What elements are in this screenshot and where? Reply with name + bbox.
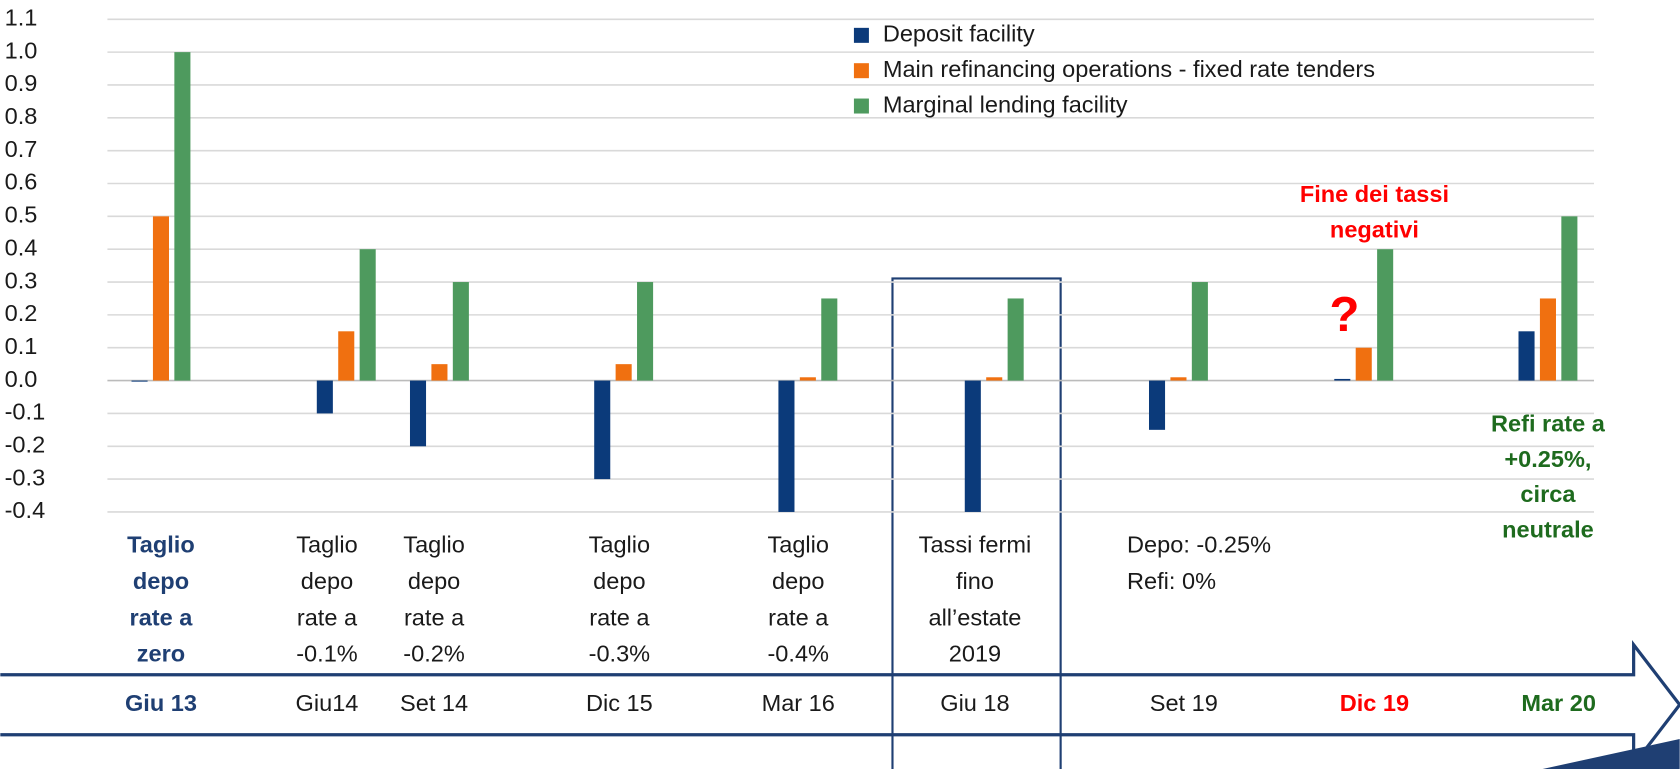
y-tick-label: 1.1 xyxy=(5,4,38,30)
annotation: negativi xyxy=(1330,217,1419,243)
annotation: neutrale xyxy=(1502,516,1594,542)
y-tick-label: -0.4 xyxy=(5,497,46,523)
x-tick-label: Mar 20 xyxy=(1521,690,1596,716)
y-tick-label: 1.0 xyxy=(5,37,38,63)
y-tick-label: 0.6 xyxy=(5,169,38,195)
description: rate a xyxy=(768,604,829,630)
description: Taglio xyxy=(296,531,358,557)
y-tick-label: 0.5 xyxy=(5,202,38,228)
bar xyxy=(174,52,191,381)
bar xyxy=(778,380,795,512)
description: depo xyxy=(408,568,460,594)
description: Taglio xyxy=(767,531,829,557)
bar xyxy=(964,380,981,512)
legend-label: Main refinancing operations - fixed rate… xyxy=(883,56,1375,82)
description: rate a xyxy=(404,604,465,630)
x-tick-label: Giu14 xyxy=(296,690,359,716)
description: zero xyxy=(137,641,185,667)
legend-swatch xyxy=(853,98,869,114)
x-tick-label: Set 19 xyxy=(1150,690,1218,716)
bar xyxy=(615,364,632,381)
y-tick-label: -0.3 xyxy=(5,464,46,490)
bar xyxy=(452,282,469,381)
description: -0.4% xyxy=(767,641,829,667)
bar xyxy=(1355,347,1372,381)
bar xyxy=(131,380,148,382)
x-tick-label: Giu 18 xyxy=(940,690,1009,716)
bar xyxy=(799,377,816,381)
bar xyxy=(1518,331,1535,381)
description: all’estate xyxy=(928,604,1021,630)
bar xyxy=(152,216,169,381)
bar xyxy=(1561,216,1578,381)
description: Tassi fermi xyxy=(919,531,1032,557)
bar xyxy=(1191,282,1208,381)
bar xyxy=(821,298,838,381)
bar xyxy=(409,380,427,447)
y-tick-label: 0.9 xyxy=(5,70,38,96)
description: Taglio xyxy=(589,531,651,557)
bar xyxy=(338,331,355,381)
x-tick-label: Giu 13 xyxy=(125,690,197,716)
bar xyxy=(431,364,448,381)
description: -0.3% xyxy=(589,641,651,667)
bar xyxy=(594,380,611,480)
y-tick-label: 0.4 xyxy=(5,234,38,260)
y-tick-label: -0.1 xyxy=(5,399,46,425)
x-tick-label: Set 14 xyxy=(400,690,468,716)
description: Taglio xyxy=(403,531,465,557)
description: depo xyxy=(593,568,645,594)
bar xyxy=(1007,298,1024,381)
legend-label: Marginal lending facility xyxy=(883,91,1128,117)
y-tick-label: -0.2 xyxy=(5,431,46,457)
annotation: Refi rate a xyxy=(1491,410,1606,436)
annotation: +0.25%, xyxy=(1504,446,1591,472)
y-tick-label: 0.0 xyxy=(5,366,38,392)
y-tick-label: 0.2 xyxy=(5,300,38,326)
bar xyxy=(1377,249,1394,381)
bar xyxy=(986,377,1003,381)
x-tick-label: Mar 16 xyxy=(762,690,835,716)
description: rate a xyxy=(589,604,650,630)
y-tick-label: 0.7 xyxy=(5,136,38,162)
bar xyxy=(1539,298,1556,381)
description: Refi: 0% xyxy=(1127,568,1216,594)
bar xyxy=(1170,377,1187,381)
description: rate a xyxy=(130,604,194,630)
description: Taglio xyxy=(127,531,195,557)
legend-label: Deposit facility xyxy=(883,21,1035,47)
description: -0.1% xyxy=(296,641,358,667)
y-tick-label: 0.8 xyxy=(5,103,38,129)
legend-swatch xyxy=(853,27,869,43)
description: rate a xyxy=(297,604,358,630)
y-tick-label: 0.3 xyxy=(5,267,38,293)
description: depo xyxy=(772,568,824,594)
x-tick-label: Dic 19 xyxy=(1340,690,1409,716)
legend-swatch xyxy=(853,63,869,79)
bar xyxy=(316,380,333,414)
bar xyxy=(1334,378,1351,381)
description: depo xyxy=(301,568,353,594)
description: fino xyxy=(956,568,994,594)
y-tick-label: 0.1 xyxy=(5,333,38,359)
description: depo xyxy=(133,568,189,594)
description: -0.2% xyxy=(403,641,465,667)
timeline-arrow xyxy=(0,640,1680,769)
annotation: circa xyxy=(1520,481,1576,507)
highlight-box xyxy=(891,277,1062,769)
description: Depo: -0.25% xyxy=(1127,531,1271,557)
x-tick-label: Dic 15 xyxy=(586,690,653,716)
annotation: Fine dei tassi xyxy=(1300,181,1449,207)
description: 2019 xyxy=(949,641,1001,667)
corner-shape xyxy=(1542,739,1680,769)
bar xyxy=(359,249,376,381)
bar xyxy=(637,282,654,381)
annotation: ? xyxy=(1329,287,1359,342)
bar xyxy=(1148,380,1166,430)
